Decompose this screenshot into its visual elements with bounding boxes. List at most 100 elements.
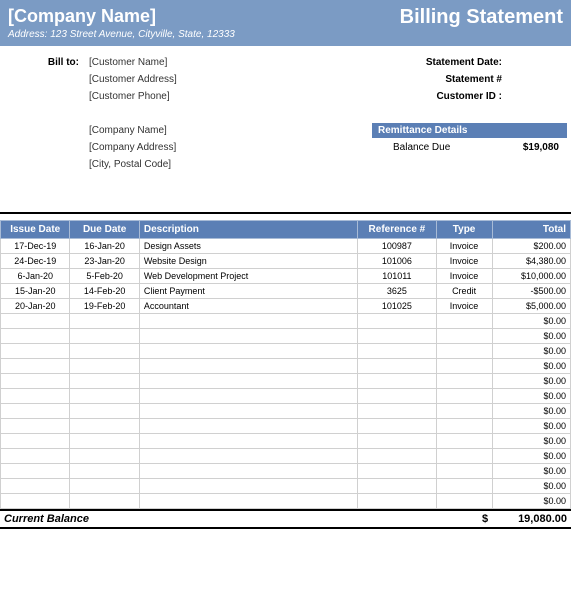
cell-total[interactable]: $0.00 (492, 344, 570, 359)
table-row[interactable]: $0.00 (1, 404, 571, 419)
cell-due[interactable] (70, 419, 139, 434)
from-company-name[interactable]: [Company Name] (89, 125, 167, 136)
cell-desc[interactable] (139, 464, 357, 479)
cell-type[interactable] (436, 404, 492, 419)
cell-total[interactable]: $0.00 (492, 389, 570, 404)
cell-ref[interactable] (358, 464, 436, 479)
cell-ref[interactable] (358, 329, 436, 344)
cell-due[interactable]: 23-Jan-20 (70, 254, 139, 269)
cell-type[interactable] (436, 314, 492, 329)
cell-desc[interactable] (139, 344, 357, 359)
cell-total[interactable]: $0.00 (492, 494, 570, 509)
cell-due[interactable] (70, 314, 139, 329)
cell-ref[interactable]: 101025 (358, 299, 436, 314)
cell-due[interactable] (70, 389, 139, 404)
cell-desc[interactable] (139, 359, 357, 374)
cell-ref[interactable] (358, 374, 436, 389)
cell-type[interactable]: Invoice (436, 299, 492, 314)
cell-due[interactable] (70, 494, 139, 509)
table-row[interactable]: 17-Dec-19 16-Jan-20 Design Assets 100987… (1, 239, 571, 254)
cell-issue[interactable]: 6-Jan-20 (1, 269, 70, 284)
table-row[interactable]: $0.00 (1, 374, 571, 389)
cell-total[interactable]: $0.00 (492, 464, 570, 479)
cell-total[interactable]: $0.00 (492, 449, 570, 464)
cell-desc[interactable]: Website Design (139, 254, 357, 269)
cell-ref[interactable]: 100987 (358, 239, 436, 254)
cell-issue[interactable] (1, 404, 70, 419)
from-company-address[interactable]: [Company Address] (89, 142, 176, 153)
cell-issue[interactable] (1, 449, 70, 464)
cell-type[interactable] (436, 374, 492, 389)
table-row[interactable]: $0.00 (1, 314, 571, 329)
cell-desc[interactable] (139, 314, 357, 329)
cell-type[interactable]: Invoice (436, 254, 492, 269)
cell-total[interactable]: $0.00 (492, 434, 570, 449)
cell-desc[interactable] (139, 374, 357, 389)
table-row[interactable]: $0.00 (1, 434, 571, 449)
cell-ref[interactable] (358, 359, 436, 374)
cell-total[interactable]: $0.00 (492, 419, 570, 434)
table-row[interactable]: $0.00 (1, 479, 571, 494)
cell-ref[interactable] (358, 494, 436, 509)
cell-ref[interactable] (358, 389, 436, 404)
cell-issue[interactable]: 17-Dec-19 (1, 239, 70, 254)
cell-type[interactable] (436, 464, 492, 479)
table-row[interactable]: $0.00 (1, 494, 571, 509)
cell-issue[interactable]: 15-Jan-20 (1, 284, 70, 299)
cell-due[interactable]: 16-Jan-20 (70, 239, 139, 254)
from-city-postal[interactable]: [City, Postal Code] (89, 159, 171, 170)
customer-phone-field[interactable]: [Customer Phone] (89, 91, 170, 102)
table-row[interactable]: $0.00 (1, 419, 571, 434)
cell-due[interactable] (70, 479, 139, 494)
cell-type[interactable] (436, 419, 492, 434)
cell-issue[interactable] (1, 359, 70, 374)
cell-ref[interactable] (358, 434, 436, 449)
cell-desc[interactable] (139, 389, 357, 404)
table-row[interactable]: $0.00 (1, 449, 571, 464)
cell-total[interactable]: $0.00 (492, 479, 570, 494)
table-row[interactable]: $0.00 (1, 359, 571, 374)
cell-issue[interactable]: 24-Dec-19 (1, 254, 70, 269)
cell-total[interactable]: $4,380.00 (492, 254, 570, 269)
cell-desc[interactable] (139, 329, 357, 344)
table-row[interactable]: 20-Jan-20 19-Feb-20 Accountant 101025 In… (1, 299, 571, 314)
cell-issue[interactable] (1, 419, 70, 434)
table-row[interactable]: $0.00 (1, 389, 571, 404)
cell-ref[interactable] (358, 479, 436, 494)
cell-type[interactable] (436, 494, 492, 509)
cell-issue[interactable] (1, 434, 70, 449)
customer-address-field[interactable]: [Customer Address] (89, 74, 177, 85)
cell-desc[interactable] (139, 404, 357, 419)
cell-ref[interactable]: 101011 (358, 269, 436, 284)
cell-issue[interactable] (1, 374, 70, 389)
cell-type[interactable] (436, 389, 492, 404)
cell-type[interactable] (436, 359, 492, 374)
cell-ref[interactable] (358, 419, 436, 434)
cell-total[interactable]: -$500.00 (492, 284, 570, 299)
cell-due[interactable] (70, 464, 139, 479)
cell-due[interactable] (70, 359, 139, 374)
cell-total[interactable]: $0.00 (492, 314, 570, 329)
cell-total[interactable]: $5,000.00 (492, 299, 570, 314)
cell-type[interactable]: Invoice (436, 239, 492, 254)
cell-ref[interactable] (358, 344, 436, 359)
cell-type[interactable] (436, 449, 492, 464)
cell-issue[interactable] (1, 329, 70, 344)
cell-desc[interactable] (139, 434, 357, 449)
cell-ref[interactable] (358, 449, 436, 464)
cell-ref[interactable]: 3625 (358, 284, 436, 299)
cell-desc[interactable]: Web Development Project (139, 269, 357, 284)
cell-total[interactable]: $10,000.00 (492, 269, 570, 284)
table-row[interactable]: $0.00 (1, 344, 571, 359)
cell-desc[interactable] (139, 449, 357, 464)
cell-total[interactable]: $0.00 (492, 404, 570, 419)
cell-desc[interactable] (139, 494, 357, 509)
cell-desc[interactable] (139, 479, 357, 494)
cell-desc[interactable]: Client Payment (139, 284, 357, 299)
cell-ref[interactable] (358, 314, 436, 329)
cell-issue[interactable] (1, 344, 70, 359)
cell-due[interactable]: 19-Feb-20 (70, 299, 139, 314)
cell-type[interactable] (436, 434, 492, 449)
table-row[interactable]: $0.00 (1, 464, 571, 479)
cell-type[interactable]: Credit (436, 284, 492, 299)
